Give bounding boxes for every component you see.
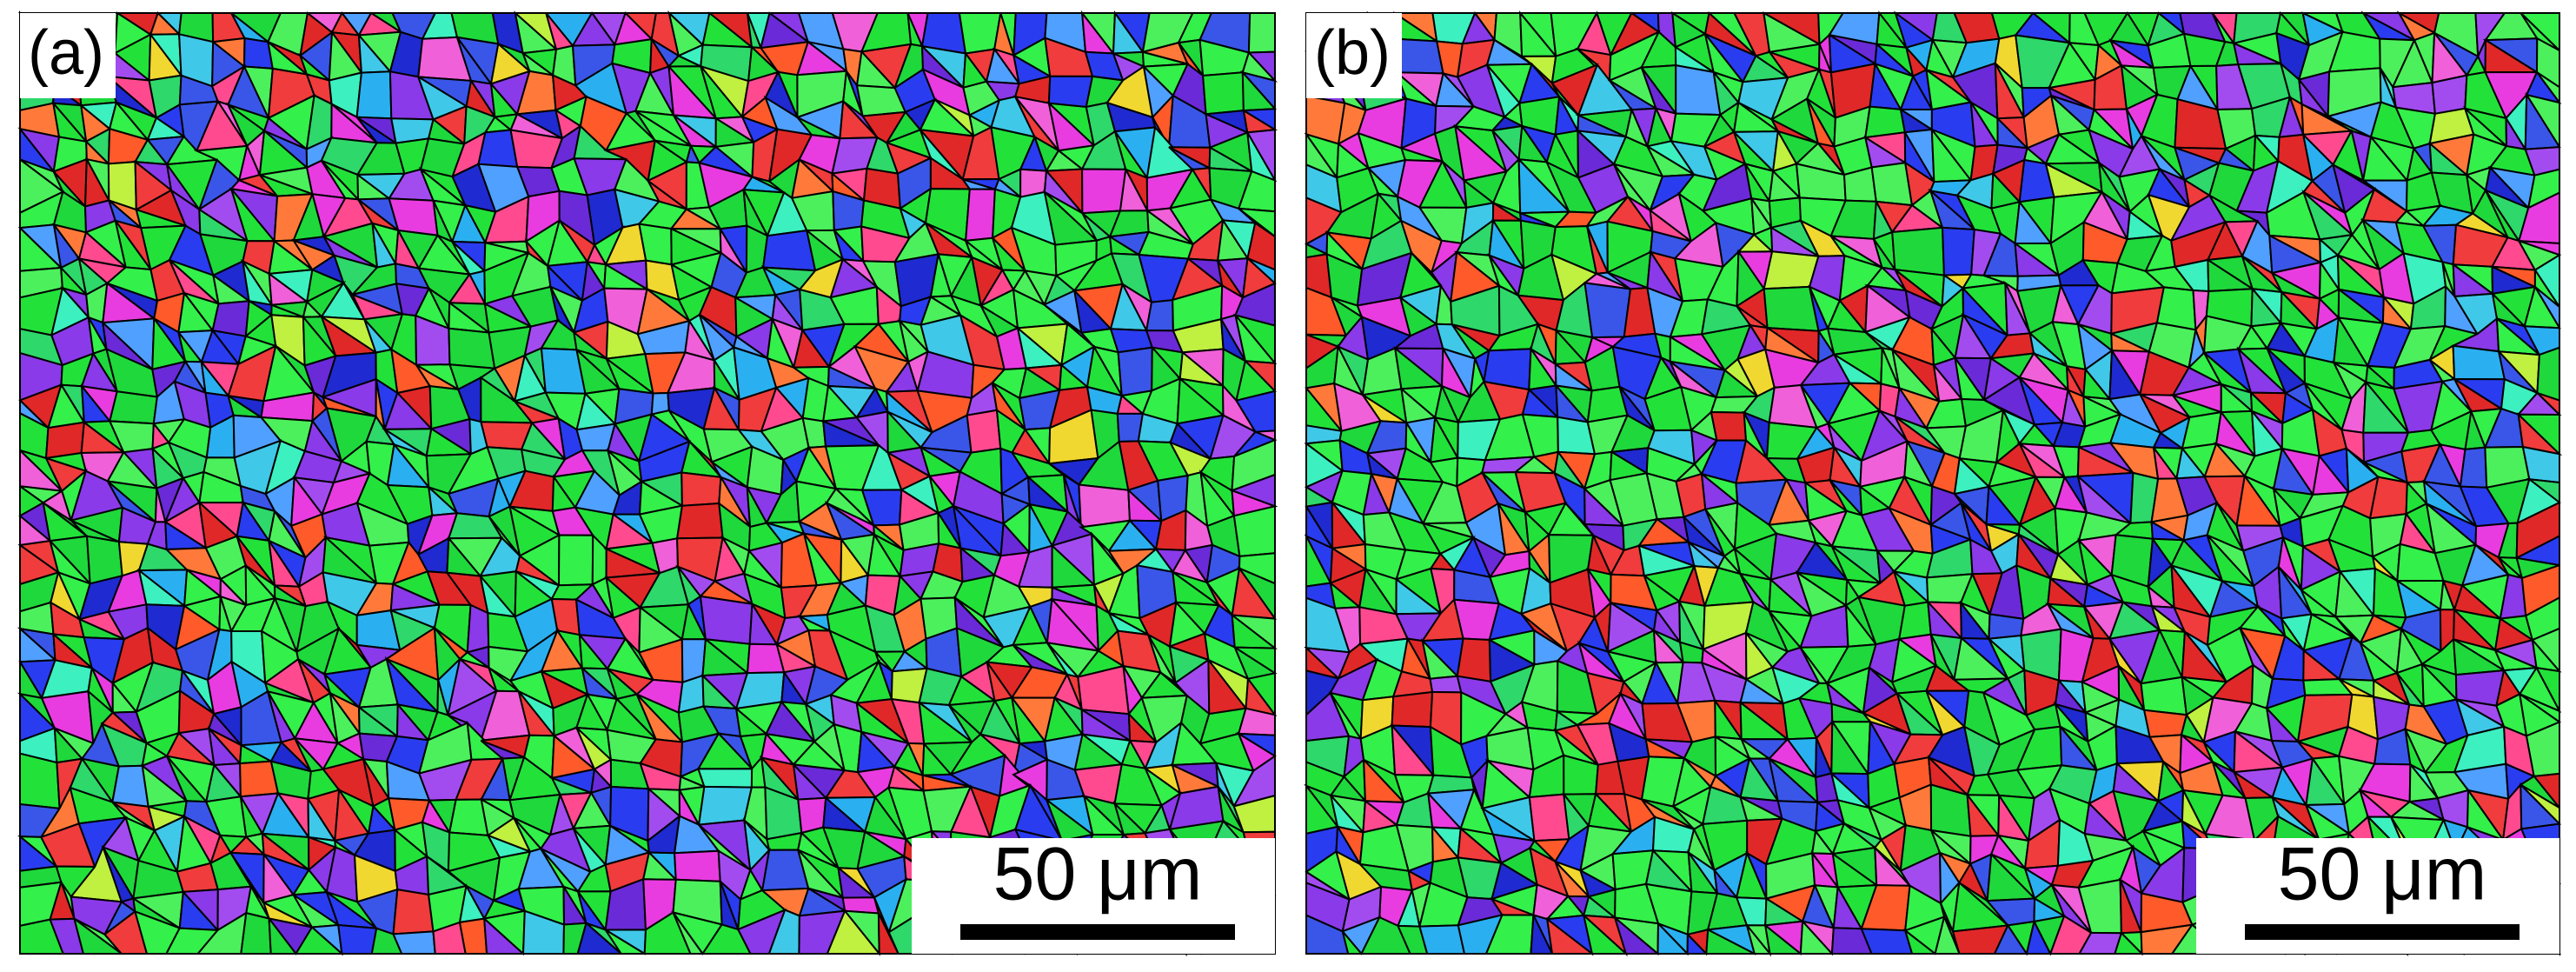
grain [109,390,158,425]
grain [294,925,345,955]
grain [2142,709,2188,738]
grain [1686,932,1709,955]
panel-b-overlay: (b) 50 μm [1306,13,2559,954]
grain [19,752,61,810]
scale-bar-label: 50 μm [2278,833,2487,916]
grain [965,188,996,243]
grain [458,917,488,955]
grain [392,888,435,935]
grain [697,768,754,789]
grain [1418,924,1466,955]
grain [699,595,754,645]
grain [483,916,526,955]
grain [1746,924,1772,955]
grain [672,911,705,955]
grain [966,409,1002,454]
grain [681,471,722,507]
panel-label: (b) [1314,18,1391,88]
grain [604,929,648,955]
grain [466,603,490,654]
grain [1763,922,1803,955]
grain [1341,930,1364,955]
scale-bar [2245,924,2520,940]
grain [1528,793,1570,842]
grain [1232,505,1276,557]
grain [2452,344,2506,381]
grain [1047,75,1094,109]
grain [1993,923,2028,955]
grain [877,913,900,955]
grain [674,849,721,882]
grain [675,502,724,540]
grain [355,70,393,120]
grain [337,923,378,955]
grain [2114,931,2144,955]
grain [268,915,298,955]
grain [2025,919,2052,955]
scale-bar-label: 50 μm [993,833,1203,916]
grain [2536,346,2560,402]
grain [1941,226,1975,276]
label-box [1306,13,1402,98]
grain [2459,446,2488,489]
grain [1799,919,1835,955]
grain [240,911,272,955]
grain [1903,928,1938,955]
grain [1145,298,1174,332]
grain [1456,637,1492,683]
grain [557,534,594,587]
grain [826,909,881,955]
grain [1934,914,1961,955]
ebsd-maps [17,10,2563,957]
grain [1395,37,1444,75]
grain [1081,168,1127,215]
grain [2140,676,2188,716]
grain [2431,74,2468,115]
grain [1656,921,1690,955]
grain [576,922,624,955]
scale-bar [960,924,1235,940]
grain [448,327,496,369]
grain [1710,410,1748,442]
grain [1583,282,1632,339]
grain [1705,928,1756,955]
grain [1202,71,1245,116]
grain [1613,915,1661,955]
grain [1897,601,1932,641]
grain [1891,226,1945,276]
label-box [20,13,116,98]
grain [1545,916,1595,955]
panel-label: (a) [28,18,104,88]
grain [1247,12,1276,54]
grain [1391,690,1434,729]
grain [1530,911,1554,955]
grain [392,930,436,955]
grain [2521,445,2560,484]
grain [1429,675,1463,694]
grain [1117,346,1153,397]
grain [72,916,124,955]
grain [1582,913,1629,955]
panel-a-overlay: (a) 50 μm [20,13,1275,954]
